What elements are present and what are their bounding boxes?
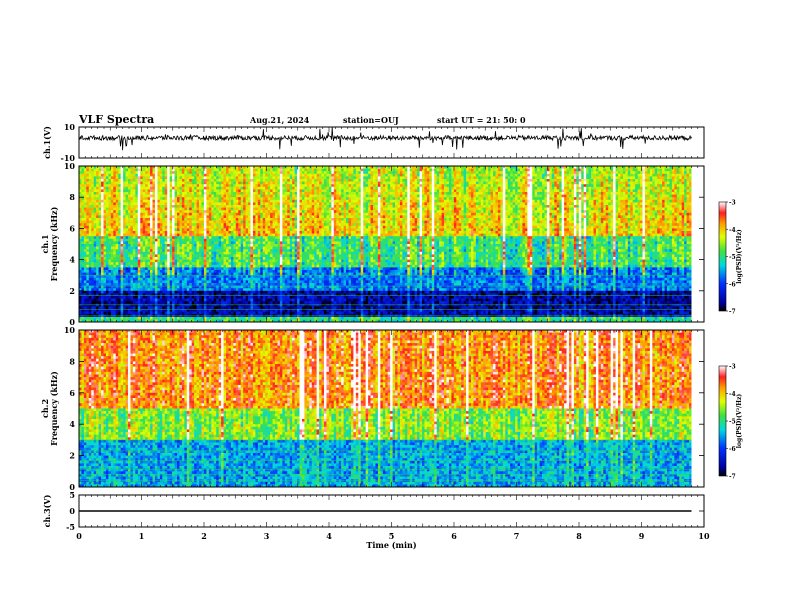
ch1-spectrogram-tick-2: 2 [69,286,75,296]
ch1-spectrogram-tick-4: 4 [69,255,75,265]
ch2-colorbar-label: log(PSD)(V²/Hz) [736,394,743,449]
ch2-colorbar-tick--4: -4 [729,391,736,398]
ch2-colorbar-tick--7: -7 [729,474,736,481]
ch2-spectrogram-tick-2: 2 [69,451,75,461]
x-tick-2: 2 [201,531,207,541]
x-tick-6: 6 [451,531,457,541]
ch1-waveform-line [79,127,692,150]
x-tick-9: 9 [639,531,645,541]
x-tick-3: 3 [264,531,270,541]
x-tick-7: 7 [514,531,520,541]
x-tick-1: 1 [139,531,145,541]
ch3-waveform-tick-5: 5 [69,490,75,500]
ch1-spectrogram-tick-6: 6 [69,223,75,233]
ch3-waveform-tick--5: -5 [66,522,75,532]
x-tick-10: 10 [698,531,710,541]
ch2-colorbar [719,366,726,476]
ch1-colorbar [719,202,726,311]
x-tick-4: 4 [326,531,332,541]
ch1-colorbar-tick--4: -4 [729,227,736,234]
x-tick-0: 0 [76,531,82,541]
ch1-colorbar-label: log(PSD)(V²/Hz) [736,229,743,284]
ch1-colorbar-tick--3: -3 [729,200,736,207]
ch2-spectrogram-tick-6: 6 [69,388,75,398]
ch1-waveform-tick-10: 10 [64,122,76,132]
ch1-waveform-ylabel: ch.1(V) [42,126,52,159]
ch3-waveform-ylabel: ch.3(V) [42,494,52,527]
ch1-spectrogram-tick-10: 10 [64,161,76,171]
ch1-colorbar-tick--7: -7 [729,309,736,316]
ch1-colorbar-tick--5: -5 [729,254,736,261]
ch2-spectrogram-tick-4: 4 [69,419,75,429]
ch2-colorbar-tick--5: -5 [729,419,736,426]
ch1-colorbar-tick--6: -6 [729,281,736,288]
ch2-spectrogram-tick-8: 8 [69,356,75,366]
ch3-waveform-tick-0: 0 [69,506,75,516]
ch1-spectrogram-ylabel: Frequency (kHz) [49,206,59,281]
x-axis-label: Time (min) [366,540,416,550]
ch2-spectrogram-tick-10: 10 [64,325,76,335]
x-tick-8: 8 [576,531,582,541]
ch1-spectrogram-image [79,166,704,322]
ch2-colorbar-tick--3: -3 [729,364,736,371]
ch2-spectrogram-ylabel: Frequency (kHz) [49,371,59,446]
ch2-colorbar-tick--6: -6 [729,446,736,453]
ch2-spectrogram-image [79,330,704,487]
ch1-spectrogram-tick-8: 8 [69,192,75,202]
